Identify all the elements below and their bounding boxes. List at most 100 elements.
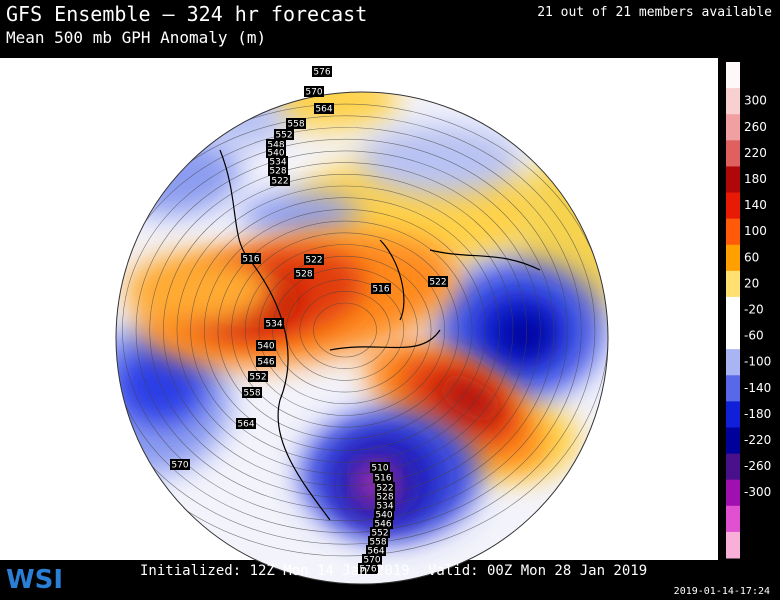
contour-label: 576 [359, 565, 376, 575]
colorbar-swatch [726, 323, 740, 350]
height-contour [190, 197, 500, 463]
colorbar-label: 260 [744, 120, 767, 134]
colorbar-swatch [726, 427, 740, 455]
height-contour [149, 162, 541, 498]
contour-label: 570 [305, 88, 322, 98]
colorbar-swatch [726, 244, 740, 272]
members: 21 out of 21 members available [537, 5, 772, 20]
colorbar-label: 60 [744, 250, 759, 264]
contour-label-box [370, 527, 390, 538]
colorbar: 300 260 220 180 140 100 60 20 -20 -60 -100 -140 -180… [726, 62, 771, 559]
contour-label-box [374, 509, 394, 520]
colorbar-label: -260 [744, 459, 771, 473]
height-contour [299, 290, 391, 369]
contour-label: 522 [376, 484, 393, 494]
contour-label-box [256, 340, 276, 351]
disc-edge [115, 91, 609, 585]
colorbar-swatch [726, 192, 740, 220]
contour-label-box [304, 254, 324, 265]
height-contour [204, 209, 486, 451]
contour-label: 570 [363, 556, 380, 566]
contour-label-box [370, 462, 390, 473]
title: GFS Ensemble — 324 hr forecast [6, 2, 368, 26]
colorbar-label: 100 [744, 224, 767, 238]
colorbar-swatch [726, 140, 740, 167]
colorbar-label: 140 [744, 198, 767, 212]
contour-label-box [375, 491, 395, 502]
contour-label: 540 [257, 342, 274, 352]
contour-label-box [248, 371, 268, 382]
anomaly-blob [116, 345, 205, 425]
contour-label-box [266, 139, 286, 150]
contour-label: 510 [371, 464, 388, 474]
contour-label-box [286, 118, 306, 129]
colorbar-label: -180 [744, 407, 771, 421]
contour-label: 558 [369, 538, 386, 548]
contour-label-box [264, 318, 284, 329]
height-contour [231, 232, 459, 428]
contour-label-box [375, 482, 395, 493]
contour-label: 570 [171, 461, 188, 471]
anomaly-blob [360, 125, 520, 195]
colorbar-swatch [726, 270, 740, 298]
contour-label: 516 [374, 474, 391, 484]
anomaly-blob [260, 92, 400, 130]
contour-label-box [375, 500, 395, 511]
contour-label: 576 [313, 68, 330, 78]
contour-label: 528 [269, 167, 286, 177]
colorbar-swatch [726, 453, 740, 481]
height-contour [272, 267, 418, 393]
colorbar-swatch [726, 166, 740, 194]
contour-label: 552 [275, 131, 292, 141]
colorbar-swatch [726, 531, 740, 559]
height-contour [217, 220, 473, 440]
colorbar-label: 20 [744, 276, 759, 290]
contour-label-box [373, 472, 393, 483]
contour-label-box [242, 387, 262, 398]
contour-label: 528 [376, 493, 393, 503]
height-contour [258, 255, 432, 405]
contour-label: 516 [242, 255, 259, 265]
contour-label: 548 [267, 141, 284, 151]
contour-label-box [294, 268, 314, 279]
anomaly-blob [500, 313, 550, 357]
contour-label: 564 [367, 547, 384, 557]
contour-label: 558 [287, 120, 304, 130]
contour-label: 564 [237, 420, 254, 430]
contour-label: 546 [374, 520, 391, 530]
contour-label-box [428, 276, 448, 287]
contour-label: 522 [305, 256, 322, 266]
colorbar-label: -60 [744, 329, 764, 343]
height-contour [116, 127, 582, 533]
contour-label-box [304, 86, 324, 97]
contour-label: 516 [372, 285, 389, 295]
anomaly-blob [438, 374, 502, 422]
height-contour [116, 115, 596, 545]
height-contour [122, 138, 568, 522]
colorbar-swatch [726, 62, 740, 89]
contour-label-box [358, 563, 378, 574]
colorbar-swatch [726, 88, 740, 115]
contour-label: 534 [269, 158, 286, 168]
colorbar-swatch [726, 349, 740, 376]
valid: Valid: 00Z Mon 28 Jan 2019 [428, 563, 648, 579]
colorbar-label: -20 [744, 303, 764, 317]
contour-label-box [266, 147, 286, 158]
anomaly-blob [240, 193, 360, 237]
contour-label-box [314, 103, 334, 114]
contour-label-box [371, 283, 391, 294]
contour-label-box [270, 175, 290, 186]
colorbar-label: -140 [744, 381, 771, 395]
subtitle: Mean 500 mb GPH Anomaly (m) [6, 28, 267, 47]
contour-label-box [241, 253, 261, 264]
contour-label-box [256, 356, 276, 367]
initialized: Initialized: 12Z Mon 14 Jan 2019 [140, 563, 410, 579]
colorbar-label: -100 [744, 355, 771, 369]
contour-label: 552 [249, 373, 266, 383]
height-contour [135, 150, 555, 510]
colorbar-label: 180 [744, 172, 767, 186]
contour-label: 540 [267, 149, 284, 159]
colorbar-swatch [726, 296, 740, 324]
colorbar-swatch [726, 218, 740, 246]
contour-label-box [268, 156, 288, 167]
